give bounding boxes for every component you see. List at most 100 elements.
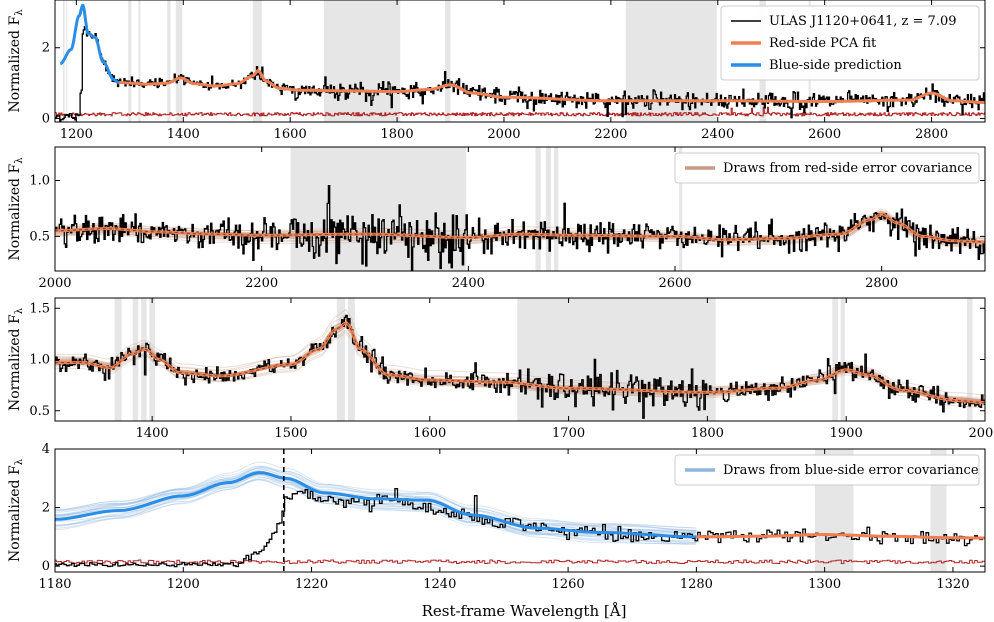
- masked-region: [132, 298, 139, 421]
- y-tick-label: 0: [42, 111, 50, 126]
- y-axis-label: Normalized Fλ: [7, 307, 25, 411]
- covariance-draw: [55, 473, 697, 539]
- x-tick-label: 2200: [245, 276, 278, 291]
- covariance-draw: [55, 476, 697, 531]
- x-tick-label: 1800: [691, 426, 724, 441]
- legend-label: Draws from blue-side error covariance: [723, 463, 979, 478]
- masked-region: [252, 0, 262, 122]
- y-tick-label: 4: [42, 442, 50, 457]
- legend-label: Red-side PCA fit: [769, 36, 877, 51]
- masked-region: [175, 0, 183, 122]
- x-axis-label: Rest-frame Wavelength [Å]: [422, 602, 627, 620]
- x-tick-label: 2400: [701, 127, 734, 142]
- x-tick-label: 2200: [594, 127, 627, 142]
- legend: ULAS J1120+0641, z = 7.09 Red-side PCA fi…: [720, 5, 980, 81]
- plot-area: [55, 298, 985, 421]
- x-tick-label: 1220: [295, 577, 328, 592]
- y-axis-label-main: Normalized F: [7, 465, 23, 562]
- y-axis-label-main: Normalized F: [7, 164, 23, 261]
- axes-frame: [54, 448, 986, 573]
- plot-area: [55, 0, 985, 122]
- covariance-draw: [55, 465, 697, 536]
- x-tick-label: 1400: [167, 127, 200, 142]
- spectrum: [55, 26, 985, 122]
- masked-region: [138, 0, 141, 122]
- x-tick-label: 1600: [413, 426, 446, 441]
- covariance-draw: [55, 473, 697, 546]
- covariance-draw: [55, 466, 697, 544]
- y-axis-label-subscript: λ: [14, 307, 25, 314]
- x-tick-label: 1200: [167, 577, 200, 592]
- y-axis-label: Normalized Fλ: [7, 458, 25, 562]
- y-axis-label-main: Normalized F: [7, 314, 23, 411]
- masked-region: [347, 298, 355, 421]
- x-tick-label: 1800: [381, 127, 414, 142]
- x-tick-label: 2600: [808, 127, 841, 142]
- spectrum: [55, 488, 985, 568]
- red-side-fit: [119, 68, 985, 105]
- x-tick-label: 2800: [865, 276, 898, 291]
- masked-region: [149, 298, 155, 421]
- axes-frame: [54, 0, 986, 123]
- masked-region: [336, 298, 346, 421]
- masked-region: [625, 0, 717, 122]
- masked-region: [966, 298, 973, 421]
- y-axis-label-subscript: λ: [14, 9, 25, 16]
- x-tick-label: 1240: [423, 577, 456, 592]
- x-tick-label: 2800: [915, 127, 948, 142]
- legend-box: [674, 152, 980, 184]
- legend-box: [674, 454, 980, 486]
- covariance-draw: [55, 473, 697, 531]
- y-axis-label-subscript: λ: [14, 458, 25, 465]
- y-tick-label: 1.0: [29, 174, 50, 189]
- masked-region: [840, 298, 845, 421]
- y-tick-label: 0: [42, 559, 50, 574]
- covariance-draw: [55, 474, 697, 536]
- x-tick-label: 1900: [830, 426, 863, 441]
- covariance-draw: [55, 469, 697, 545]
- x-tick-label: 1700: [552, 426, 585, 441]
- x-tick-label: 1500: [274, 426, 307, 441]
- masked-region: [128, 0, 132, 122]
- masked-region: [679, 147, 683, 271]
- y-tick-label: 1.0: [29, 353, 50, 368]
- x-tick-label: 2000: [38, 276, 71, 291]
- panel-1: 1200 1400 1600 1800 2000 2200 2400 2600 2800 0 2 No…: [7, 0, 986, 142]
- masked-region: [141, 298, 147, 421]
- y-tick-label: 1.5: [29, 301, 50, 316]
- legend: Draws from blue-side error covariance: [674, 454, 980, 486]
- panel-4: 1180 1200 1220 1240 1260 1280 1300 1320 0 2 4 Norma…: [7, 442, 986, 592]
- y-axis-label-subscript: λ: [14, 157, 25, 164]
- red-side-fit: [696, 533, 985, 540]
- legend-label: Draws from red-side error covariance: [723, 161, 973, 176]
- masked-region: [66, 0, 68, 122]
- x-tick-label: 2400: [452, 276, 485, 291]
- x-tick-label: 2000: [968, 426, 994, 441]
- y-tick-label: 0.5: [29, 229, 50, 244]
- y-tick-label: 0.5: [29, 404, 50, 419]
- x-tick-label: 1600: [274, 127, 307, 142]
- covariance-draw: [55, 471, 697, 529]
- y-axis-label: Normalized Fλ: [7, 9, 25, 113]
- x-tick-label: 1180: [38, 577, 71, 592]
- panel-2: 2000 2200 2400 2600 2800 0.5 1.0 Normalized Fλ D…: [7, 146, 986, 291]
- legend: Draws from red-side error covariance: [674, 152, 980, 184]
- spectrum: [55, 185, 985, 271]
- y-axis-label-main: Normalized F: [7, 16, 23, 113]
- axes-frame: [54, 146, 986, 272]
- x-tick-label: 2000: [487, 127, 520, 142]
- fit-center-dashed: [55, 213, 985, 243]
- masked-region: [554, 147, 559, 271]
- noise-spectrum: [55, 559, 985, 564]
- x-tick-label: 1280: [680, 577, 713, 592]
- y-tick-label: 2: [42, 501, 50, 516]
- masked-region: [535, 147, 541, 271]
- masked-region: [445, 0, 451, 122]
- x-tick-label: 1300: [808, 577, 841, 592]
- x-tick-label: 1200: [60, 127, 93, 142]
- plot-area: [55, 147, 985, 271]
- y-axis-label: Normalized Fλ: [7, 157, 25, 261]
- legend-label: ULAS J1120+0641, z = 7.09: [769, 14, 957, 29]
- blue-side-prediction: [59, 4, 120, 85]
